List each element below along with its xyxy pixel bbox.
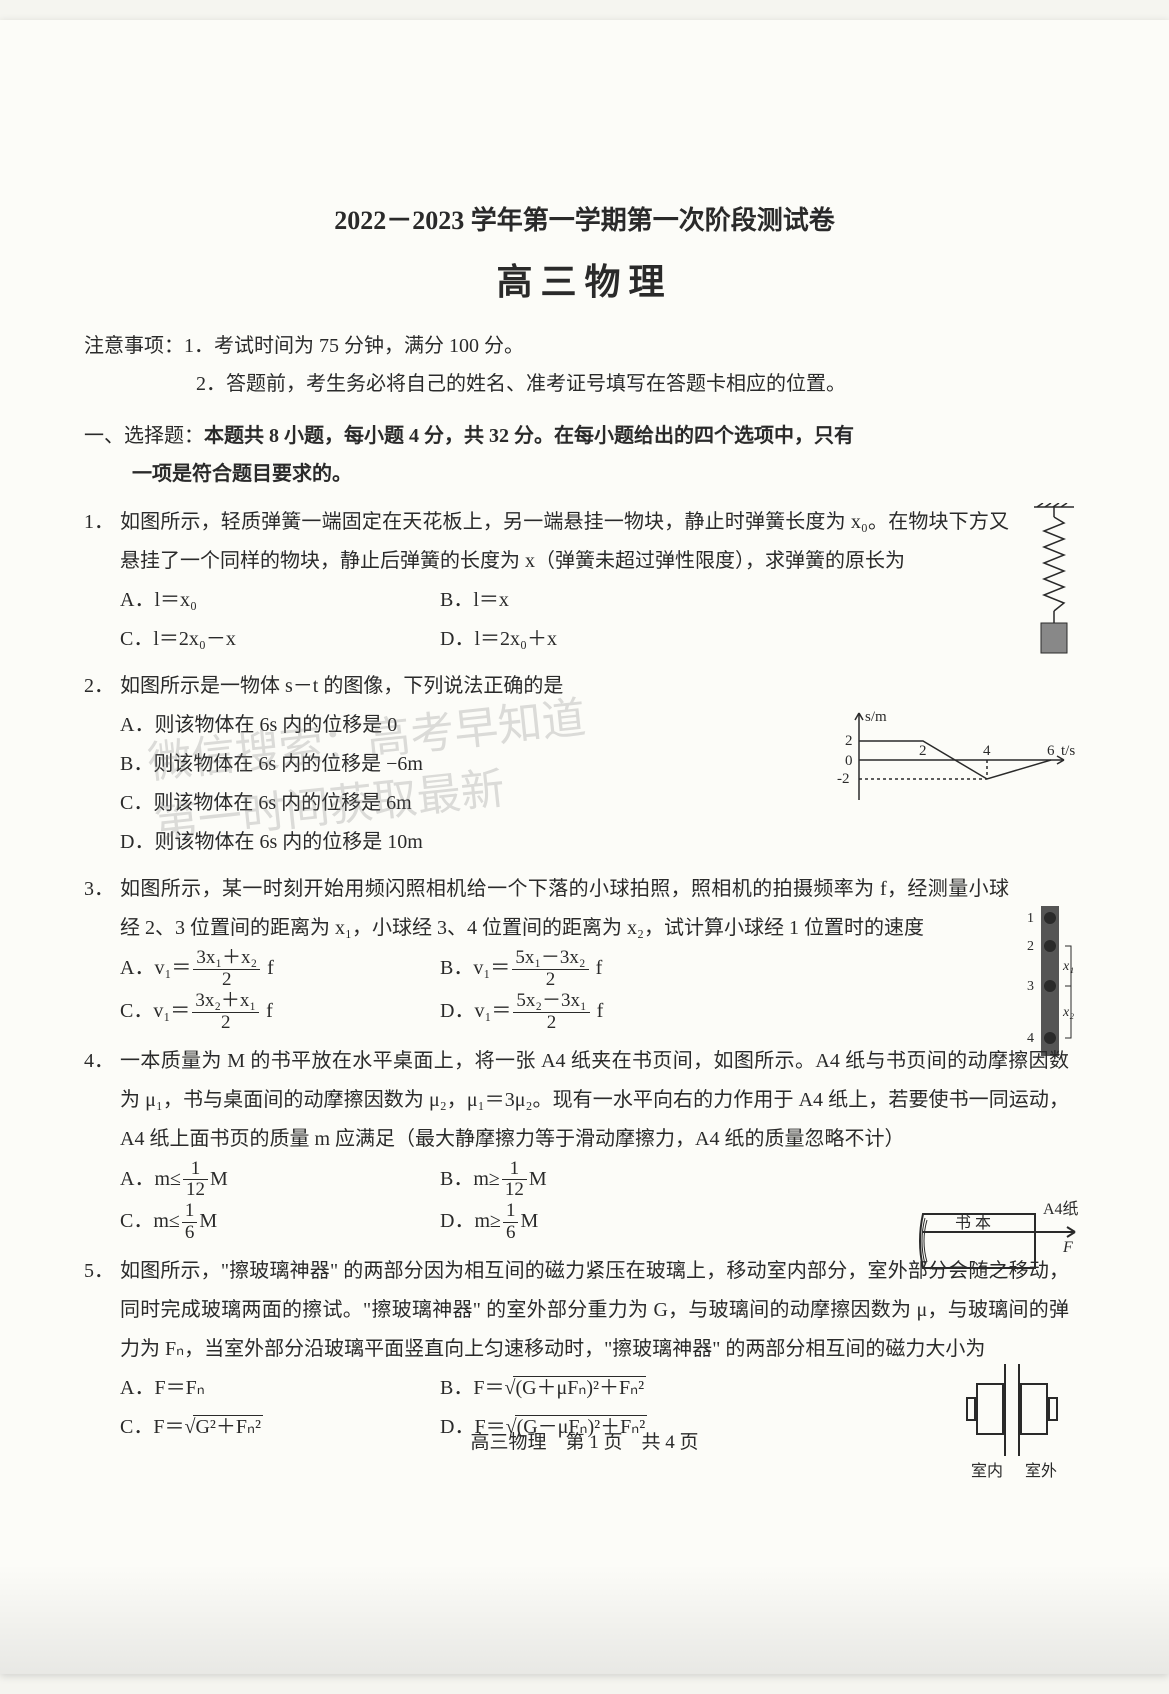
title-sub: 高三物理 — [80, 253, 1089, 305]
q1-number: 1． — [84, 503, 114, 542]
q2-opt-d: D．则该物体在 6s 内的位移是 10m — [120, 823, 1079, 862]
svg-text:3: 3 — [1027, 979, 1034, 994]
scan-shadow — [0, 1564, 1169, 1674]
section-1-head: 一、选择题：本题共 8 小题，每小题 4 分，共 32 分。在每小题给出的四个选… — [80, 417, 1089, 493]
q3-opt-a: A．v₁＝3x₁＋x₂2 f — [120, 948, 400, 991]
question-1: 1． 如图所示，轻质弹簧一端固定在天花板上，另一端悬挂一物块，静止时弹簧长度为 … — [80, 503, 1089, 659]
notes-item2: 2．答题前，考生务必将自己的姓名、准考证号填写在答题卡相应的位置。 — [84, 365, 1089, 403]
q3-stem: 如图所示，某一时刻开始用频闪照相机给一个下落的小球拍照，照相机的拍摄频率为 f，… — [120, 870, 1079, 948]
exam-notes: 注意事项：1．考试时间为 75 分钟，满分 100 分。 2．答题前，考生务必将… — [80, 327, 1089, 403]
st-graph-icon: s/m t/s 2 0 -2 2 4 6 — [829, 705, 1079, 815]
q2-number: 2． — [84, 667, 114, 706]
spring-diagram-icon — [1029, 503, 1079, 663]
q4-stem: 一本质量为 M 的书平放在水平桌面上，将一张 A4 纸夹在书页间，如图所示。A4… — [120, 1042, 1079, 1159]
svg-text:书 本: 书 本 — [955, 1214, 991, 1232]
section-bold1: 本题共 8 小题，每小题 4 分，共 32 分。在每小题给出的四个选项中，只有 — [204, 425, 854, 447]
question-2: 2． 如图所示是一物体 s－t 的图像，下列说法正确的是 A．则该物体在 6s … — [80, 667, 1089, 862]
xtick-4: 4 — [983, 743, 991, 759]
svg-text:x₁: x₁ — [1062, 959, 1074, 974]
q4-number: 4． — [84, 1042, 114, 1081]
title-main: 2022－2023 学年第一学期第一次阶段测试卷 — [80, 200, 1089, 237]
q5-opt-a: A．F＝Fₙ — [120, 1369, 400, 1408]
q4-opt-c: C．m≤16M — [120, 1201, 400, 1244]
q5-opt-b: B．F＝(G＋μFₙ)²＋Fₙ² — [440, 1369, 929, 1408]
svg-text:x₂: x₂ — [1062, 1005, 1074, 1020]
q2-figure: s/m t/s 2 0 -2 2 4 6 — [829, 705, 1079, 815]
q1-opt-a: A．l＝x₀ — [120, 581, 400, 620]
exam-page: 微信搜索：高考早知道 第一时间获取最新 2022－2023 学年第一学期第一次阶… — [0, 20, 1169, 1674]
svg-text:A4纸: A4纸 — [1043, 1200, 1079, 1218]
page-footer: 高三物理 第 1 页 共 4 页 — [0, 1427, 1169, 1454]
ylabel: s/m — [865, 709, 887, 725]
notes-label: 注意事项： — [84, 335, 184, 357]
q1-options: A．l＝x₀ B．l＝x C．l＝2x₀－x D．l＝2x₀＋x — [120, 581, 1079, 659]
glass-cleaner-icon: 室内 室外 — [949, 1360, 1079, 1490]
svg-text:2: 2 — [1027, 939, 1034, 954]
q4-opt-b: B．m≥112M — [440, 1159, 899, 1202]
q3-number: 3． — [84, 870, 114, 909]
q1-stem: 如图所示，轻质弹簧一端固定在天花板上，另一端悬挂一物块，静止时弹簧长度为 x₀。… — [120, 503, 1079, 581]
question-3: 3． 如图所示，某一时刻开始用频闪照相机给一个下落的小球拍照，照相机的拍摄频率为… — [80, 870, 1089, 1034]
xtick-2: 2 — [919, 743, 927, 759]
question-5: 5． 如图所示，"擦玻璃神器" 的两部分因为相互间的磁力紧压在玻璃上，移动室内部… — [80, 1252, 1089, 1447]
q3-figure: 1 2 3 4 x₁ x₂ — [1019, 906, 1079, 1056]
q4-opt-d: D．m≥16M — [440, 1201, 899, 1244]
q2-stem: 如图所示是一物体 s－t 的图像，下列说法正确的是 — [120, 667, 1079, 706]
svg-text:室内: 室内 — [971, 1462, 1003, 1480]
ytick-0: 0 — [845, 753, 853, 769]
q3-opt-c: C．v₁＝3x₂＋x₁2 f — [120, 991, 400, 1034]
q3-opt-d: D．v₁＝5x₂－3x₁2 f — [440, 991, 1079, 1034]
q3-opt-b: B．v₁＝5x₁－3x₂2 f — [440, 948, 1079, 991]
svg-text:室外: 室外 — [1025, 1462, 1057, 1480]
q1-opt-b: B．l＝x — [440, 581, 1079, 620]
xlabel: t/s — [1061, 743, 1075, 759]
section-bold2: 一项是符合题目要求的。 — [84, 455, 1089, 493]
q1-opt-d: D．l＝2x₀＋x — [440, 620, 1079, 659]
question-4: 4． 一本质量为 M 的书平放在水平桌面上，将一张 A4 纸夹在书页间，如图所示… — [80, 1042, 1089, 1245]
svg-text:1: 1 — [1027, 911, 1034, 926]
q4-opt-a: A．m≤112M — [120, 1159, 400, 1202]
q5-number: 5． — [84, 1252, 114, 1291]
xtick-6: 6 — [1047, 743, 1055, 759]
q5-stem: 如图所示，"擦玻璃神器" 的两部分因为相互间的磁力紧压在玻璃上，移动室内部分，室… — [120, 1252, 1079, 1369]
ytick-2: 2 — [845, 733, 853, 749]
q3-options: A．v₁＝3x₁＋x₂2 f B．v₁＝5x₁－3x₂2 f C．v₁＝3x₂＋… — [120, 948, 1079, 1034]
q1-opt-c: C．l＝2x₀－x — [120, 620, 400, 659]
ytick-m2: -2 — [837, 771, 850, 787]
q1-figure — [1029, 503, 1079, 663]
section-prefix: 一、选择题： — [84, 425, 204, 447]
notes-item1: 1．考试时间为 75 分钟，满分 100 分。 — [184, 335, 524, 357]
q5-figure: 室内 室外 — [949, 1360, 1079, 1490]
falling-ball-icon: 1 2 3 4 x₁ x₂ — [1019, 906, 1079, 1056]
